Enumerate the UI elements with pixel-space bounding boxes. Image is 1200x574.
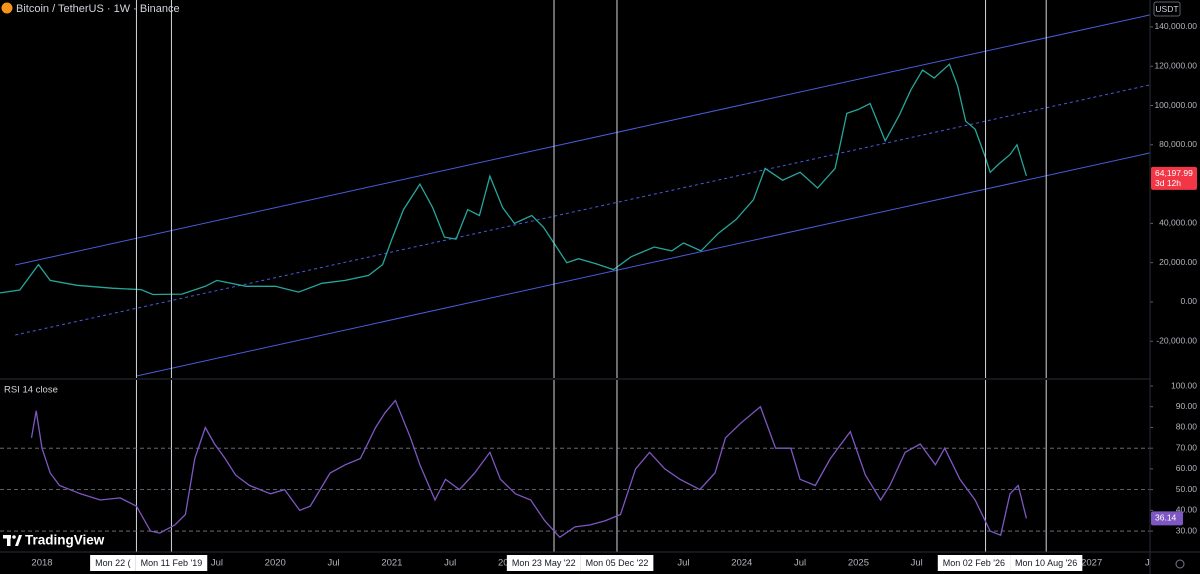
y-tick-label: -20,000.00 [1156, 336, 1197, 346]
y-tick-label: 140,000.00 [1154, 21, 1197, 31]
date-label: Mon 02 Feb '26 [943, 558, 1005, 568]
y-tick-label: 20,000.00 [1159, 257, 1197, 267]
x-tick-label: Jul [911, 558, 923, 569]
y-tick-label: 120,000.00 [1154, 60, 1197, 70]
x-tick-label: 2024 [731, 558, 752, 569]
currency[interactable]: USDT [1155, 4, 1178, 14]
x-tick-label: 2025 [848, 558, 869, 569]
series-line [0, 63, 1028, 296]
y-tick-label: 70.00 [1176, 442, 1198, 452]
date-label: Mon 10 Aug '26 [1015, 558, 1077, 568]
series-line [30, 399, 1028, 539]
date-label: Mon 11 Feb '19 [141, 558, 203, 568]
date-label-box [135, 555, 208, 571]
date-label: Mon 22 ( [95, 558, 131, 568]
y-tick-label: 80,000.00 [1159, 139, 1197, 149]
symbol-icon [1, 2, 13, 14]
date-label: Mon 05 Dec '22 [586, 558, 649, 568]
date-label-box [1010, 555, 1083, 571]
watermark: TradingView [25, 533, 105, 548]
countdown: 3d 12h [1155, 178, 1181, 188]
y-tick-label: 40.00 [1176, 505, 1198, 515]
date-label-box [90, 555, 136, 571]
last-value-box [1151, 511, 1183, 526]
y-tick-label: 0.00 [1180, 296, 1197, 306]
last-price-box [1151, 166, 1197, 190]
settings-icon[interactable] [1175, 559, 1185, 569]
rsi-pane [0, 380, 1150, 552]
y-tick-label: 40,000.00 [1159, 218, 1197, 228]
x-tick-label: Jul [677, 558, 689, 569]
last-price-label: 64,197.99 [1155, 168, 1193, 178]
y-tick-label: 30.00 [1176, 525, 1198, 535]
date-label-box [580, 555, 654, 571]
logo: TradingView [3, 533, 105, 548]
x-tick-label: Jul [211, 558, 223, 569]
time-axis: 2018JulJul2020Jul2021Jul2022Jul2024Jul20… [31, 555, 1155, 571]
x-tick-label: Jul [444, 558, 456, 569]
y-tick-label: 60.00 [1176, 463, 1198, 473]
date-label-box [506, 555, 581, 571]
channel-line [15, 84, 1150, 336]
x-tick-label: 2018 [31, 558, 52, 569]
date-label: Mon 23 May '22 [512, 558, 576, 568]
price-pane [0, 0, 1150, 378]
y-tick-label: 100,000.00 [1154, 100, 1197, 110]
x-tick-label: 2021 [381, 558, 402, 569]
channel-line [15, 14, 1150, 266]
x-tick-label: Jul [794, 558, 806, 569]
channel-line [136, 152, 1150, 377]
price-axis: 140,000.00 120,000.00 100,000.00 80,000.00 4… [1150, 21, 1197, 535]
x-tick-label: 2020 [265, 558, 286, 569]
last-value-label: 36.14 [1155, 513, 1177, 523]
y-tick-label: 80.00 [1176, 422, 1198, 432]
x-tick-label: 2027 [1081, 558, 1102, 569]
y-tick-label: 90.00 [1176, 401, 1198, 411]
y-tick-label: 50.00 [1176, 484, 1198, 494]
x-tick-label: Ju [1145, 558, 1155, 569]
indicator-title: RSI 14 close [4, 385, 58, 396]
y-tick-label: 100.00 [1171, 380, 1197, 390]
date-label-box [937, 555, 1011, 571]
x-tick-label: Jul [327, 558, 339, 569]
currency-box[interactable] [1153, 1, 1181, 17]
chart-title: Bitcoin / TetherUS · 1W · Binance [16, 3, 180, 15]
